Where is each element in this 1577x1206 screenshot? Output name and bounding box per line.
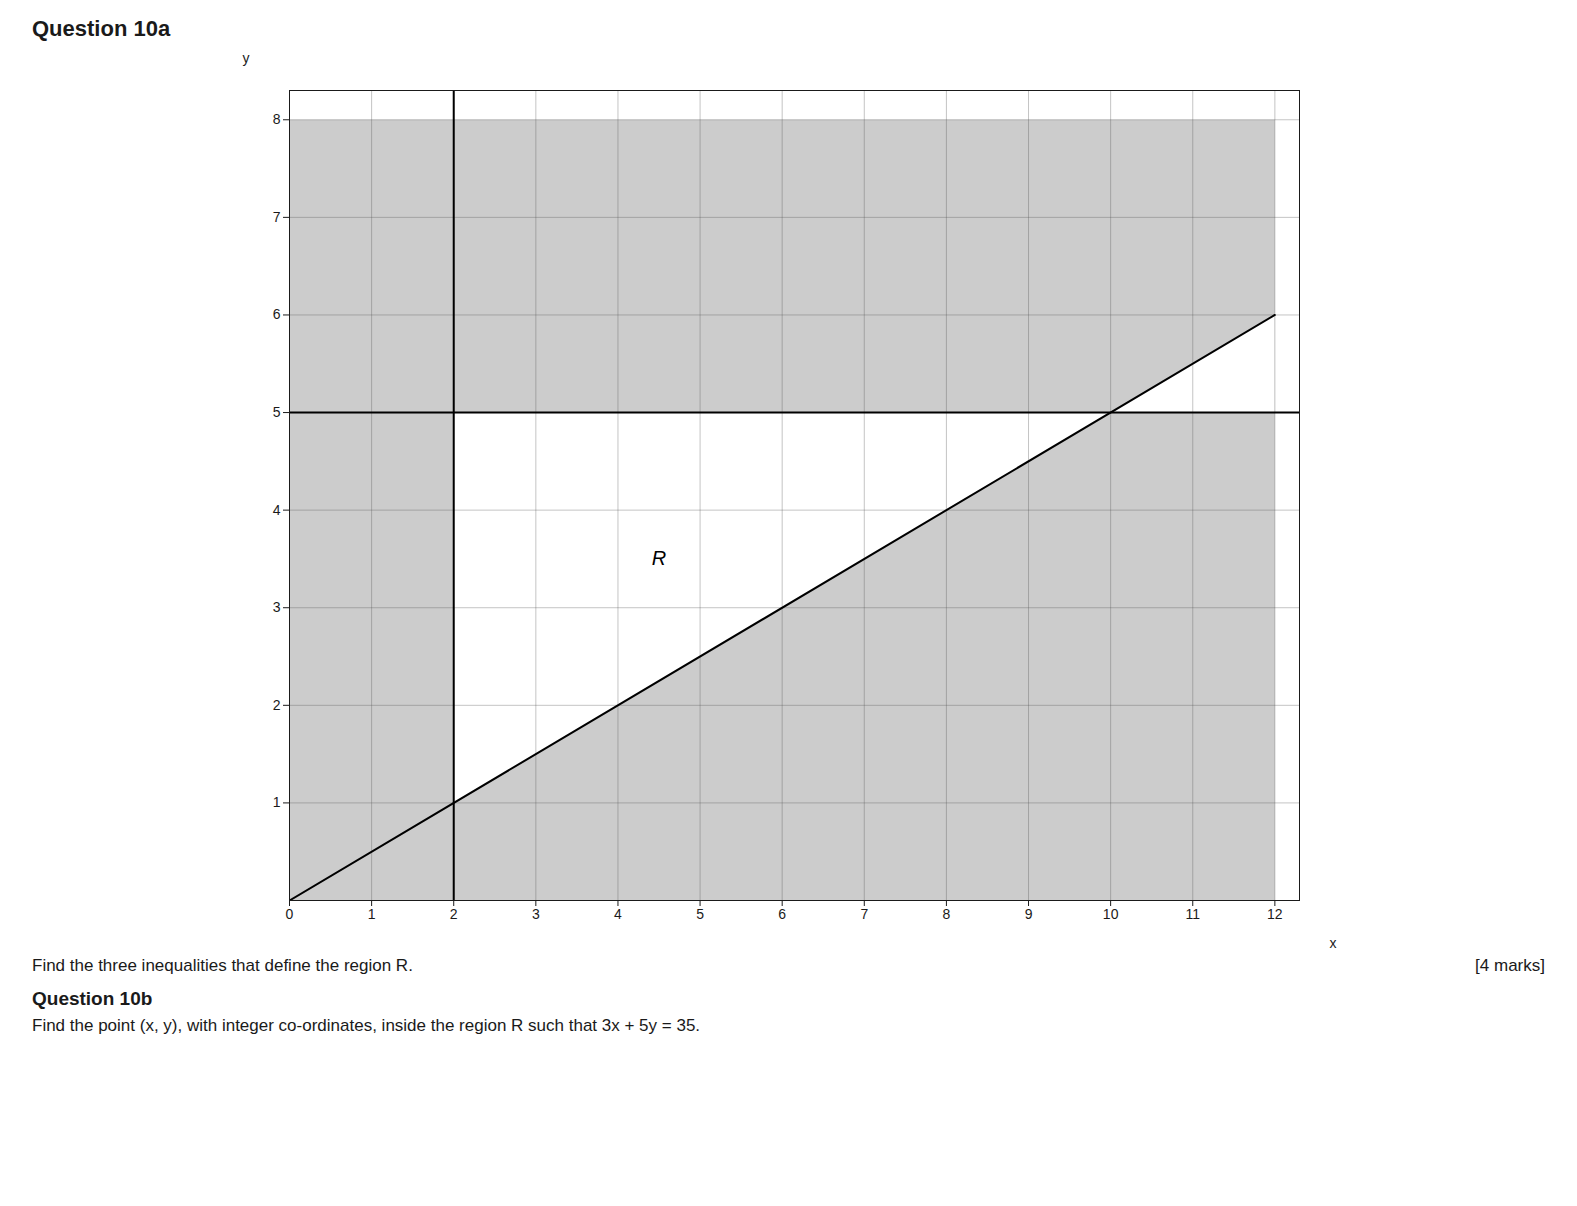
svg-text:12: 12 (1267, 906, 1283, 922)
html-text:Question 10a: Question 10a (32, 16, 171, 41)
svg-text:10: 10 (1102, 906, 1118, 922)
svg-text:R: R (651, 547, 665, 569)
svg-text:1: 1 (272, 794, 280, 810)
svg-text:6: 6 (272, 306, 280, 322)
svg-text:9: 9 (1024, 906, 1032, 922)
html-text:Find the point (x, y), with in: Find the point (x, y), with integer co-o… (32, 1016, 701, 1035)
svg-text:2: 2 (272, 697, 280, 713)
svg-text:3: 3 (531, 906, 539, 922)
svg-text:7: 7 (272, 209, 280, 225)
svg-text:5: 5 (696, 906, 704, 922)
svg-text:3: 3 (272, 599, 280, 615)
svg-text:6: 6 (778, 906, 786, 922)
svg-text:11: 11 (1185, 906, 1200, 922)
html-text:[4 marks]: [4 marks] (1475, 956, 1545, 975)
svg-text:4: 4 (272, 502, 280, 518)
svg-text:5: 5 (272, 404, 280, 420)
svg-text:0: 0 (285, 906, 293, 922)
html-text:Question 10b: Question 10b (32, 988, 153, 1009)
svg-text:8: 8 (942, 906, 950, 922)
svg-text:2: 2 (449, 906, 457, 922)
svg-text:4: 4 (614, 906, 622, 922)
svg-text:8: 8 (272, 111, 280, 127)
svg-text:y: y (242, 50, 249, 66)
svg-text:x: x (1329, 935, 1336, 951)
html-text:Find the three inequalities th: Find the three inequalities that define … (32, 956, 413, 975)
svg-text:7: 7 (860, 906, 868, 922)
svg-text:1: 1 (367, 906, 375, 922)
